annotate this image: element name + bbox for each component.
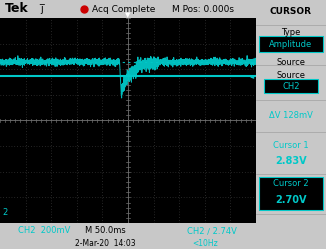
Bar [259,177,323,210]
Text: Acq Complete: Acq Complete [92,4,156,13]
Text: CURSOR: CURSOR [270,7,312,16]
Text: ◄: ◄ [250,60,255,64]
Text: M 50.0ms: M 50.0ms [84,226,125,235]
Text: <10Hz: <10Hz [192,239,218,248]
Text: Type: Type [281,28,301,37]
Text: ΔV 128mV: ΔV 128mV [269,111,313,120]
Bar [259,36,323,52]
Text: Source: Source [276,58,305,67]
Text: M Pos: 0.000s: M Pos: 0.000s [171,4,233,13]
Text: ▼: ▼ [125,12,131,18]
Text: Cursor 2: Cursor 2 [273,179,309,188]
Text: 2.70V: 2.70V [275,195,307,205]
Text: 2: 2 [3,208,8,217]
Bar [264,79,318,93]
Text: Cursor 1: Cursor 1 [273,141,309,150]
Text: ȷ̅̅: ȷ̅̅ [41,4,44,14]
Text: 2.83V: 2.83V [275,156,307,166]
Text: Amplitude: Amplitude [269,40,313,49]
Text: Tek: Tek [5,2,29,15]
Text: ◄: ◄ [250,74,255,79]
Text: CH2  200mV: CH2 200mV [18,226,70,235]
Text: Source: Source [276,71,305,80]
Text: CH2: CH2 [282,82,300,91]
Text: 2-Mar-20  14:03: 2-Mar-20 14:03 [75,239,135,248]
Text: CH2 ∕ 2.74V: CH2 ∕ 2.74V [187,226,237,235]
